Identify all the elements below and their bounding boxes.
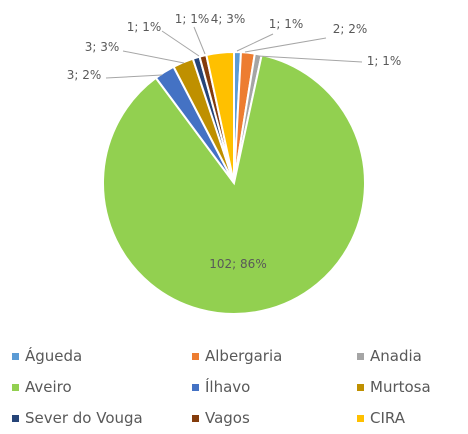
legend-label: Ílhavo bbox=[205, 378, 250, 396]
legend-swatch bbox=[12, 384, 19, 391]
data-label: 1; 1% bbox=[175, 12, 210, 26]
legend-label: Águeda bbox=[25, 347, 82, 365]
data-label: 1; 1% bbox=[269, 17, 304, 31]
data-label: 4; 3% bbox=[211, 12, 246, 26]
legend-swatch bbox=[357, 353, 364, 360]
legend-label: Sever do Vouga bbox=[25, 409, 143, 427]
legend-item: Aveiro bbox=[12, 378, 72, 396]
legend-label: Anadia bbox=[370, 347, 422, 365]
legend-item: CIRA bbox=[357, 409, 405, 427]
leader-line bbox=[162, 31, 199, 56]
leader-line bbox=[245, 38, 326, 52]
legend-item: Sever do Vouga bbox=[12, 409, 143, 427]
legend: Águeda Albergaria Anadia Aveiro Ílhavo Murtos… bbox=[0, 338, 468, 434]
data-label: 1; 1% bbox=[127, 20, 162, 34]
legend-swatch bbox=[192, 384, 199, 391]
data-label: 3; 3% bbox=[85, 40, 120, 54]
leader-line bbox=[123, 51, 184, 63]
data-label: 3; 2% bbox=[67, 68, 102, 82]
legend-swatch bbox=[192, 415, 199, 422]
legend-label: CIRA bbox=[370, 409, 405, 427]
legend-label: Vagos bbox=[205, 409, 250, 427]
legend-swatch bbox=[357, 384, 364, 391]
legend-label: Aveiro bbox=[25, 378, 72, 396]
legend-label: Albergaria bbox=[205, 347, 282, 365]
legend-swatch bbox=[192, 353, 199, 360]
legend-item: Albergaria bbox=[192, 347, 282, 365]
legend-item: Ílhavo bbox=[192, 378, 250, 396]
leader-line bbox=[106, 75, 162, 78]
legend-item: Anadia bbox=[357, 347, 422, 365]
data-label: 1; 1% bbox=[367, 54, 402, 68]
legend-swatch bbox=[12, 415, 19, 422]
legend-swatch bbox=[357, 415, 364, 422]
legend-item: Águeda bbox=[12, 347, 82, 365]
pie-chart: 1; 1% 2; 2% 1; 1% 102; 86% 3; 2% 3; 3% 1; 1% 1;… bbox=[0, 0, 468, 338]
leader-line bbox=[194, 27, 205, 54]
legend-item: Vagos bbox=[192, 409, 250, 427]
legend-item: Murtosa bbox=[357, 378, 431, 396]
data-label: 102; 86% bbox=[209, 257, 266, 271]
legend-label: Murtosa bbox=[370, 378, 431, 396]
data-label: 2; 2% bbox=[333, 22, 368, 36]
legend-swatch bbox=[12, 353, 19, 360]
